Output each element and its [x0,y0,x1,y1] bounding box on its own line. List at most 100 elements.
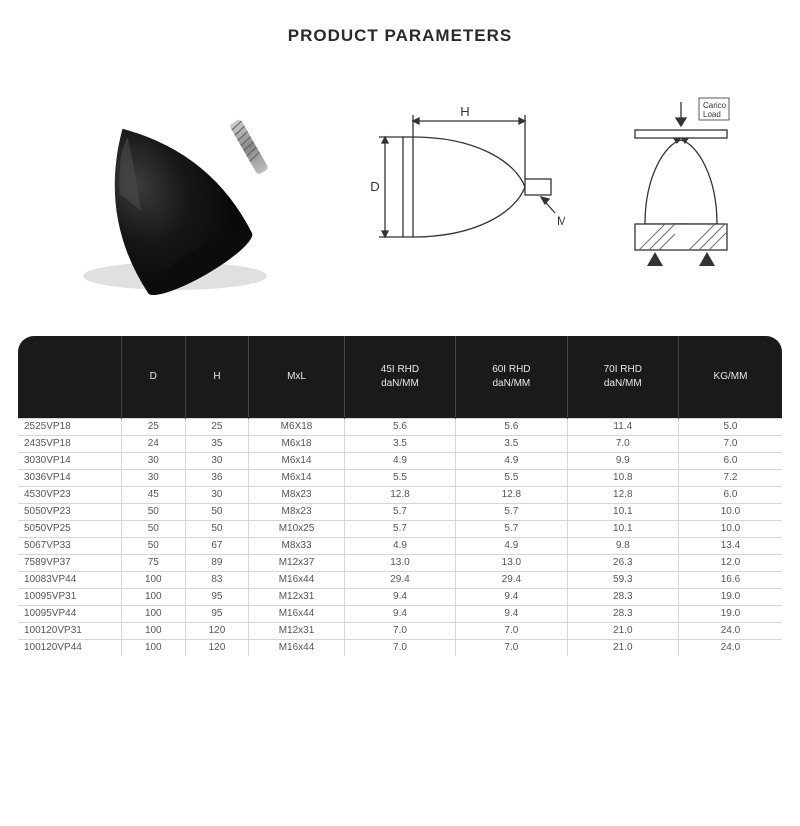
table-cell: M16x44 [249,605,345,622]
table-cell: 6.0 [678,452,782,469]
table-cell: 7.2 [678,469,782,486]
table-cell: 7.0 [456,622,567,639]
table-cell: 28.3 [567,588,678,605]
parameters-table-wrap: DHMxL45I RHDdaN/MM60I RHDdaN/MM70I RHDda… [0,336,800,656]
table-cell: 29.4 [344,571,455,588]
col-header-MxL: MxL [249,336,345,418]
table-cell: 2525VP18 [18,418,121,435]
col-header-r70: 70I RHDdaN/MM [567,336,678,418]
table-cell: 100 [121,571,185,588]
table-cell: 24 [121,435,185,452]
table-row: 100120VP44100120M16x447.07.021.024.0 [18,639,782,656]
table-cell: 29.4 [456,571,567,588]
table-cell: M16x44 [249,639,345,656]
table-cell: 10.0 [678,503,782,520]
table-cell: M12x31 [249,588,345,605]
table-cell: 5.0 [678,418,782,435]
table-cell: 100 [121,622,185,639]
table-cell: 5067VP33 [18,537,121,554]
table-cell: 5.5 [344,469,455,486]
table-cell: 100120VP44 [18,639,121,656]
table-cell: 21.0 [567,639,678,656]
table-cell: 25 [185,418,249,435]
table-cell: 36 [185,469,249,486]
table-cell: 5.7 [344,520,455,537]
table-cell: 5.7 [456,520,567,537]
table-row: 100120VP31100120M12x317.07.021.024.0 [18,622,782,639]
table-cell: M12x31 [249,622,345,639]
table-cell: 9.4 [344,605,455,622]
table-cell: M6x14 [249,469,345,486]
table-cell: 4530VP23 [18,486,121,503]
table-cell: 5.6 [456,418,567,435]
table-cell: 13.4 [678,537,782,554]
table-cell: 12.0 [678,554,782,571]
table-cell: 30 [185,452,249,469]
table-cell: 3.5 [456,435,567,452]
table-cell: M16x44 [249,571,345,588]
table-cell: 3036VP14 [18,469,121,486]
label-load1: Carico [703,101,727,110]
table-cell: 7.0 [344,639,455,656]
table-cell: 6.0 [678,486,782,503]
table-cell: 50 [121,520,185,537]
product-photo [35,71,325,301]
table-row: 4530VP234530M8x2312.812.812.86.0 [18,486,782,503]
table-cell: 13.0 [456,554,567,571]
load-diagram: Carico Load [595,96,765,276]
table-cell: 10095VP31 [18,588,121,605]
figures-row: H D M [0,46,800,336]
page-title: PRODUCT PARAMETERS [0,26,800,46]
table-row: 10095VP4410095M16x449.49.428.319.0 [18,605,782,622]
table-cell: 2435VP18 [18,435,121,452]
table-cell: 19.0 [678,605,782,622]
table-cell: 10.0 [678,520,782,537]
table-cell: 95 [185,605,249,622]
table-cell: 30 [185,486,249,503]
table-cell: M8x33 [249,537,345,554]
table-cell: M10x25 [249,520,345,537]
table-row: 2525VP182525M6X185.65.611.45.0 [18,418,782,435]
table-cell: 12.8 [567,486,678,503]
table-cell: 100 [121,639,185,656]
table-row: 5067VP335067M8x334.94.99.813.4 [18,537,782,554]
table-cell: 9.4 [344,588,455,605]
table-cell: 9.4 [456,588,567,605]
table-cell: 120 [185,639,249,656]
table-row: 10095VP3110095M12x319.49.428.319.0 [18,588,782,605]
table-cell: M8x23 [249,486,345,503]
table-cell: 12.8 [456,486,567,503]
table-cell: 83 [185,571,249,588]
table-cell: 50 [121,503,185,520]
col-header-H: H [185,336,249,418]
table-row: 10083VP4410083M16x4429.429.459.316.6 [18,571,782,588]
table-cell: 95 [185,588,249,605]
table-cell: 75 [121,554,185,571]
label-D: D [370,179,379,194]
table-cell: 100 [121,588,185,605]
table-cell: 67 [185,537,249,554]
table-cell: 30 [121,469,185,486]
table-cell: 3030VP14 [18,452,121,469]
table-row: 5050VP235050M8x235.75.710.110.0 [18,503,782,520]
table-cell: 12.8 [344,486,455,503]
table-cell: 120 [185,622,249,639]
table-cell: 30 [121,452,185,469]
table-cell: 9.9 [567,452,678,469]
col-header-r60: 60I RHDdaN/MM [456,336,567,418]
table-cell: 7589VP37 [18,554,121,571]
col-header-r45: 45I RHDdaN/MM [344,336,455,418]
dimension-diagram: H D M [355,101,565,271]
table-cell: 10.1 [567,520,678,537]
col-header-model [18,336,121,418]
col-header-kg: KG/MM [678,336,782,418]
table-cell: 100120VP31 [18,622,121,639]
table-cell: 4.9 [456,537,567,554]
table-cell: 4.9 [344,452,455,469]
table-cell: 10.1 [567,503,678,520]
table-cell: 26.3 [567,554,678,571]
table-cell: 9.8 [567,537,678,554]
table-cell: 59.3 [567,571,678,588]
table-cell: 7.0 [344,622,455,639]
table-cell: 28.3 [567,605,678,622]
